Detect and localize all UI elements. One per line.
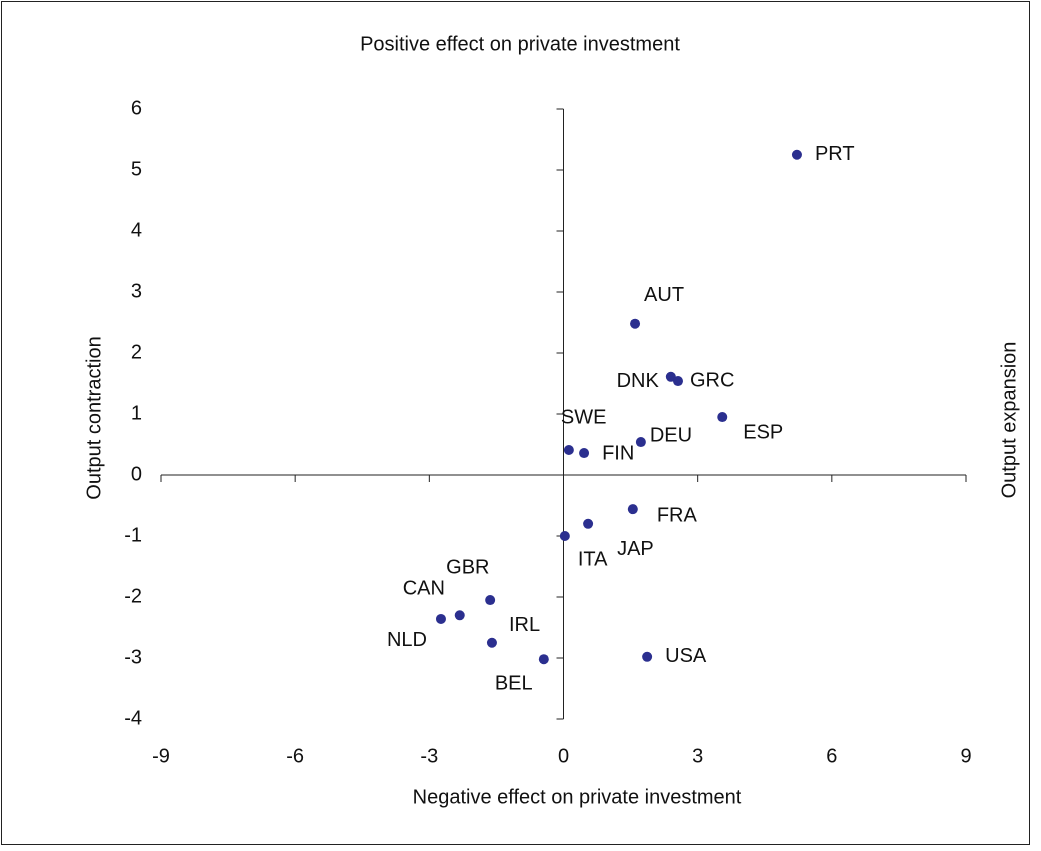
- x-tick-label: 9: [960, 745, 971, 767]
- point: [642, 651, 653, 662]
- point-label: GBR: [446, 556, 489, 578]
- point-label: CAN: [403, 578, 445, 600]
- y-tick-label: 2: [131, 341, 142, 363]
- x-tick-label: 3: [692, 745, 703, 767]
- x-tick-label: -6: [286, 745, 304, 767]
- x-tick-label: 6: [826, 745, 837, 767]
- point-label: GRC: [690, 369, 734, 391]
- point: [717, 412, 728, 423]
- y-tick-label: -1: [124, 524, 142, 546]
- point-label: ESP: [743, 421, 783, 443]
- point: [435, 613, 446, 624]
- point-label: FIN: [602, 442, 634, 464]
- y-tick-label: 1: [131, 402, 142, 424]
- y-tick-label: -2: [124, 585, 142, 607]
- point-label: ITA: [578, 548, 608, 570]
- x-tick-label: -3: [420, 745, 438, 767]
- y-tick-label: 4: [131, 219, 142, 241]
- point-label: IRL: [509, 614, 540, 636]
- point-label: USA: [665, 645, 707, 667]
- y-tick-label: 5: [131, 158, 142, 180]
- chart-title: Positive effect on private investment: [360, 33, 680, 55]
- point: [672, 376, 683, 387]
- y-tick-label: 3: [131, 280, 142, 302]
- y-tick-label: 6: [131, 97, 142, 119]
- y2-axis-label: Output expansion: [998, 342, 1020, 499]
- y-axis-label: Output contraction: [83, 336, 105, 499]
- point: [583, 518, 594, 529]
- point-label: SWE: [561, 406, 607, 428]
- y-tick-label: -4: [124, 707, 142, 729]
- y-tick-label: -3: [124, 646, 142, 668]
- point-label: DNK: [617, 370, 660, 392]
- y-tick-label: 0: [131, 463, 142, 485]
- point: [485, 595, 496, 606]
- x-tick-label: -9: [152, 745, 170, 767]
- point: [791, 149, 802, 160]
- point-label: AUT: [644, 284, 684, 306]
- point: [563, 444, 574, 455]
- point: [559, 531, 570, 541]
- point-label: PRT: [815, 143, 855, 165]
- point: [486, 637, 497, 648]
- point-label: JAP: [617, 538, 654, 560]
- point: [538, 654, 549, 665]
- point: [630, 318, 641, 329]
- point: [579, 448, 590, 459]
- point-label: DEU: [650, 424, 692, 446]
- point: [454, 610, 465, 621]
- point: [627, 504, 638, 515]
- point-label: NLD: [387, 629, 427, 651]
- x-tick-label: 0: [558, 745, 569, 767]
- x-axis-label: Negative effect on private investment: [413, 786, 742, 808]
- point-label: FRA: [657, 504, 698, 526]
- point: [635, 437, 646, 448]
- point-label: BEL: [495, 673, 533, 695]
